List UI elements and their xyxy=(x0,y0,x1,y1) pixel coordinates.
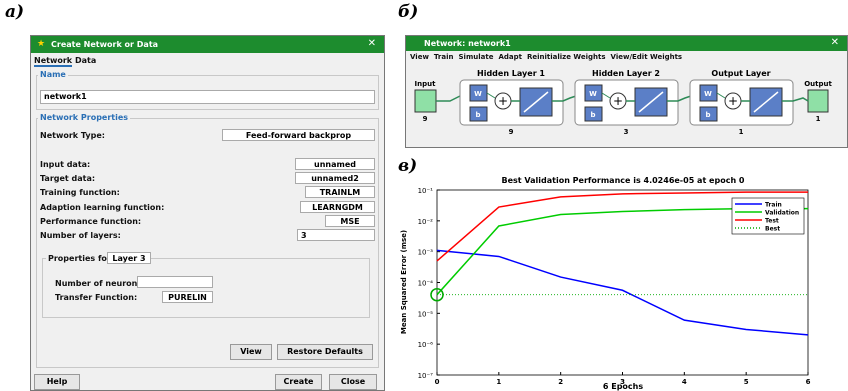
legend-label: Train xyxy=(765,202,782,209)
y-tick-label: 10⁻⁶ xyxy=(418,341,434,349)
y-tick-label: 10⁻³ xyxy=(418,249,434,257)
legend-label: Best xyxy=(765,226,780,233)
y-axis-label: Mean Squared Error (mse) xyxy=(400,230,408,334)
y-tick-label: 10⁻⁵ xyxy=(418,310,434,318)
x-tick-label: 0 xyxy=(435,378,440,386)
y-tick-label: 10⁻⁴ xyxy=(418,280,434,288)
series-line xyxy=(437,250,808,334)
x-tick-label: 6 xyxy=(806,378,811,386)
page: а) б) в) ★ Create Network or Data ✕ Netw… xyxy=(0,0,848,391)
y-tick-label: 10⁻² xyxy=(418,218,434,226)
x-tick-label: 4 xyxy=(682,378,687,386)
legend-label: Validation xyxy=(765,210,799,217)
y-tick-label: 10⁻⁷ xyxy=(418,372,434,380)
x-tick-label: 2 xyxy=(558,378,563,386)
y-tick-label: 10⁻¹ xyxy=(418,187,434,195)
x-tick-label: 5 xyxy=(744,378,749,386)
x-tick-label: 1 xyxy=(496,378,501,386)
chart: Best Validation Performance is 4.0246e-0… xyxy=(0,0,848,391)
x-tick-label: 3 xyxy=(620,378,625,386)
chart-title: Best Validation Performance is 4.0246e-0… xyxy=(501,176,744,185)
legend-label: Test xyxy=(765,218,779,225)
